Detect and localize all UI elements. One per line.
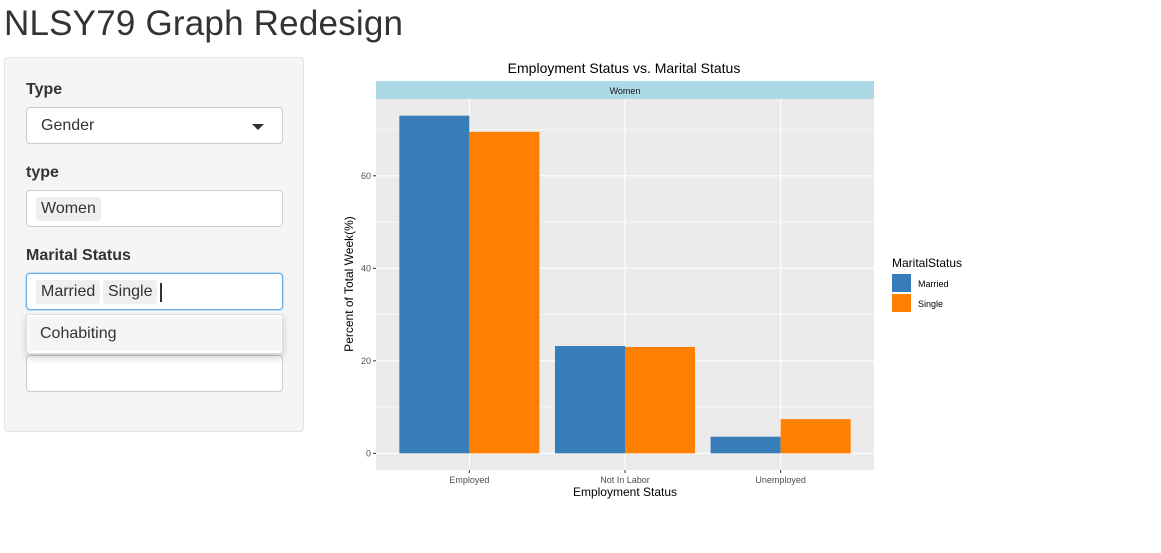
page-title: NLSY79 Graph Redesign	[4, 4, 404, 43]
chip-women[interactable]: Women	[36, 197, 101, 221]
type-select-label: Type	[26, 81, 63, 98]
bar-single-unemployed	[780, 419, 851, 454]
text-cursor	[160, 283, 162, 302]
type-select[interactable]: Gender	[26, 107, 283, 144]
facet-strip-label: Women	[610, 86, 641, 96]
bar-married-unemployed	[710, 436, 781, 454]
x-axis-title: Employment Status	[573, 485, 677, 499]
y-tick-label: 0	[366, 448, 371, 458]
x-tick-label: Not In Labor	[600, 475, 650, 485]
type-multiselect-input[interactable]: Women	[26, 190, 283, 227]
bar-single-not-in-labor	[625, 346, 696, 454]
x-tick-label: Employed	[449, 475, 489, 485]
y-tick-label: 40	[361, 263, 371, 273]
y-tick-label: 20	[361, 356, 371, 366]
y-axis: 0 20 40 60	[361, 171, 376, 458]
y-axis-title: Percent of Total Week(%)	[342, 216, 356, 352]
chart-title: Employment Status vs. Marital Status	[508, 60, 741, 76]
type-select-value: Gender	[41, 117, 95, 134]
dropdown-option-cohabiting[interactable]: Cohabiting	[28, 317, 281, 351]
x-axis: Employed Not In Labor Unemployed	[449, 470, 806, 485]
legend-key-single	[892, 294, 911, 312]
legend-label-single: Single	[918, 299, 943, 309]
chip-married[interactable]: Married	[36, 280, 101, 304]
legend-title: MaritalStatus	[892, 256, 962, 270]
bar-single-employed	[469, 131, 540, 454]
chevron-down-icon[interactable]	[252, 124, 264, 130]
legend-label-married: Married	[918, 279, 949, 289]
bars	[399, 115, 851, 454]
sidebar-panel: Type Gender type Women Marital Status Ma…	[4, 57, 304, 432]
type-input-label: type	[26, 164, 59, 181]
marital-status-dropdown: Cohabiting	[26, 314, 283, 354]
facet-strip	[376, 81, 874, 99]
y-tick-label: 60	[361, 171, 371, 181]
extra-input[interactable]	[26, 355, 283, 392]
marital-status-label: Marital Status	[26, 247, 131, 264]
x-tick-label: Unemployed	[755, 475, 806, 485]
chip-single[interactable]: Single	[103, 280, 158, 304]
marital-status-multiselect-input[interactable]: Married Single	[26, 273, 283, 310]
legend: MaritalStatus Married Single	[892, 256, 962, 312]
bar-married-not-in-labor	[554, 346, 625, 454]
bar-married-employed	[399, 115, 470, 454]
bar-chart: Employment Status vs. Marital Status Wom…	[342, 60, 962, 499]
legend-key-married	[892, 274, 911, 292]
